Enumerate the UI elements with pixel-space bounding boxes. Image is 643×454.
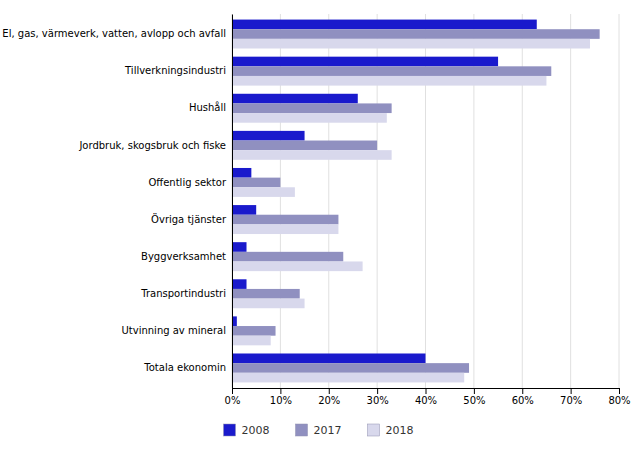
tick-label: El, gas, värmeverk, vatten, avlopp och a… xyxy=(2,28,226,39)
tick-label: Hushåll xyxy=(189,101,226,113)
legend-item: 2018 xyxy=(368,424,414,437)
bar xyxy=(232,289,300,299)
bar xyxy=(232,66,551,76)
bar xyxy=(232,261,363,271)
tick-label: 40% xyxy=(415,395,437,406)
bar xyxy=(232,141,377,151)
bar xyxy=(232,242,247,252)
bar xyxy=(232,113,387,123)
tick: Transportindustri xyxy=(140,288,226,299)
tick-label: Jordbruk, skogsbruk och fiske xyxy=(78,140,226,151)
tick: Totala ekonomin xyxy=(143,362,226,373)
bar xyxy=(232,224,338,234)
bar xyxy=(232,363,469,373)
bar xyxy=(232,20,537,30)
tick: Övriga tjänster xyxy=(151,213,227,225)
tick: Hushåll xyxy=(189,101,226,113)
tick: Tillverkningsindustri xyxy=(124,65,226,76)
legend-label: 2017 xyxy=(314,424,342,437)
grid-line xyxy=(570,14,571,388)
bar xyxy=(232,29,600,39)
bar xyxy=(232,373,464,383)
tick: Utvinning av mineral xyxy=(121,325,226,336)
bar xyxy=(232,131,305,141)
tick-label: 70% xyxy=(560,395,582,406)
tick: 30% xyxy=(367,388,389,406)
tick-label: Byggverksamhet xyxy=(141,251,226,262)
tick: Byggverksamhet xyxy=(141,251,226,262)
bar xyxy=(232,279,247,289)
tick: 80% xyxy=(608,388,630,406)
legend-swatch xyxy=(296,424,308,436)
tick-label: 30% xyxy=(367,395,389,406)
bar-series xyxy=(232,39,590,383)
tick-mark xyxy=(571,388,572,394)
tick-mark xyxy=(522,388,523,394)
legend-label: 2018 xyxy=(386,424,414,437)
y-axis: Totala ekonomin Utvinning av mineral Trans… xyxy=(2,15,232,389)
legend-item: 2008 xyxy=(224,424,270,437)
tick: 40% xyxy=(415,388,437,406)
bar xyxy=(232,215,338,225)
tick-label: Utvinning av mineral xyxy=(121,325,226,336)
tick-label: Transportindustri xyxy=(140,288,226,299)
tick-label: 10% xyxy=(270,395,292,406)
tick-label: 0% xyxy=(225,395,241,406)
axis-line xyxy=(232,15,233,389)
bar xyxy=(232,336,271,346)
tick: 70% xyxy=(560,388,582,406)
bar xyxy=(232,178,280,188)
tick: Offentlig sektor xyxy=(148,177,226,188)
tick: 20% xyxy=(318,388,340,406)
tick: 0% xyxy=(225,388,241,406)
bar xyxy=(232,252,343,262)
tick-label: Övriga tjänster xyxy=(151,213,227,225)
bar xyxy=(232,57,498,67)
tick-label: 60% xyxy=(512,395,534,406)
bars xyxy=(232,20,600,383)
grid xyxy=(232,14,619,388)
legend-label: 2008 xyxy=(242,424,270,437)
bar-series xyxy=(232,29,600,373)
bar xyxy=(232,187,295,197)
tick-label: Totala ekonomin xyxy=(143,362,226,373)
tick: 60% xyxy=(512,388,534,406)
tick: El, gas, värmeverk, vatten, avlopp och a… xyxy=(2,28,226,39)
grid-line xyxy=(619,14,620,388)
chart: 0% 10% 20% 30% 40% 50% 60% 70% 80% Totala ekonomi… xyxy=(0,0,643,454)
tick-label: 50% xyxy=(463,395,485,406)
bar xyxy=(232,353,426,363)
tick-mark xyxy=(329,388,330,394)
tick-label: 20% xyxy=(318,395,340,406)
legend-item: 2017 xyxy=(296,424,342,437)
bar xyxy=(232,205,256,215)
bar xyxy=(232,168,251,178)
tick-mark xyxy=(619,388,620,394)
bar xyxy=(232,299,305,309)
tick-mark xyxy=(474,388,475,394)
grid-line xyxy=(232,14,233,388)
bar xyxy=(232,39,590,49)
tick-label: 80% xyxy=(608,395,630,406)
tick: Jordbruk, skogsbruk och fiske xyxy=(78,140,226,151)
x-axis: 0% 10% 20% 30% 40% 50% 60% 70% 80% xyxy=(225,388,631,406)
legend-swatch xyxy=(224,424,236,436)
tick: 10% xyxy=(270,388,292,406)
tick-label: Offentlig sektor xyxy=(148,177,226,188)
tick-label: Tillverkningsindustri xyxy=(124,65,226,76)
bar xyxy=(232,326,276,336)
legend: 2008 2017 2018 xyxy=(224,424,414,437)
plot: 0% 10% 20% 30% 40% 50% 60% 70% 80% Totala ekonomi… xyxy=(2,14,630,406)
tick-mark xyxy=(232,388,233,394)
tick: 50% xyxy=(463,388,485,406)
bar xyxy=(232,94,358,104)
tick-mark xyxy=(280,388,281,394)
tick-mark xyxy=(426,388,427,394)
tick-mark xyxy=(377,388,378,394)
bar xyxy=(232,150,392,160)
legend-swatch xyxy=(368,424,380,436)
bar xyxy=(232,103,392,113)
bar xyxy=(232,76,546,86)
